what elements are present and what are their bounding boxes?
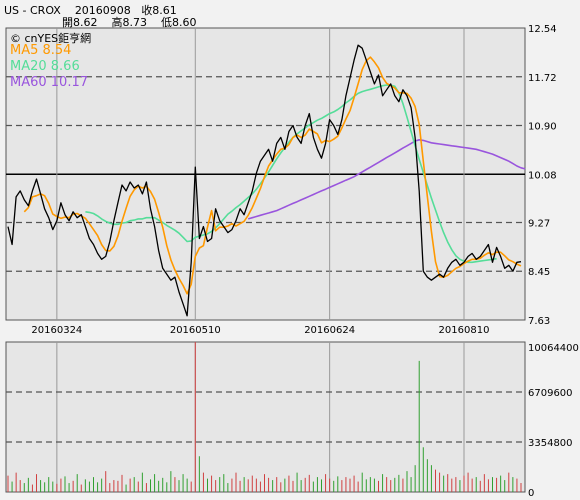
price-y-tick-label: 9.27 bbox=[528, 218, 550, 229]
price-y-tick-label: 10.90 bbox=[528, 122, 557, 133]
x-tick-label: 20160510 bbox=[170, 325, 221, 336]
quote-date: 20160908 bbox=[74, 4, 131, 17]
price-y-tick-label: 11.72 bbox=[528, 73, 557, 84]
ma60-line bbox=[247, 139, 526, 220]
volume-panel bbox=[5, 341, 526, 493]
volume-y-axis-labels: 10064400 6709600 3354800 0 bbox=[528, 343, 579, 499]
price-y-tick-label: 12.54 bbox=[528, 24, 557, 35]
open-price: 開8.62 bbox=[62, 16, 98, 29]
close-price: 收8.61 bbox=[141, 4, 177, 17]
brand-label: © cnYES鉅亨網 bbox=[10, 32, 92, 45]
x-tick-label: 20160624 bbox=[304, 325, 355, 336]
header-line-2: 開8.62 高8.73 低8.60 bbox=[62, 14, 197, 30]
price-y-axis-labels: 12.54 11.72 10.90 10.08 9.27 8.45 7.63 bbox=[528, 24, 557, 327]
volume-bars bbox=[7, 342, 522, 492]
volume-y-tick-label: 10064400 bbox=[528, 343, 579, 354]
x-tick-label: 20160324 bbox=[31, 325, 82, 336]
volume-y-tick-label: 0 bbox=[528, 488, 534, 499]
legend-ma20: MA20 8.66 bbox=[10, 59, 80, 74]
legend-ma60: MA60 10.17 bbox=[10, 75, 88, 90]
price-y-tick-label: 7.63 bbox=[528, 316, 550, 327]
x-tick-label: 20160810 bbox=[439, 325, 490, 336]
volume-y-tick-label: 3354800 bbox=[528, 438, 573, 449]
volume-y-tick-label: 6709600 bbox=[528, 388, 573, 399]
symbol: US - CROX bbox=[4, 4, 61, 17]
low-price: 低8.60 bbox=[161, 16, 197, 29]
price-y-tick-label: 10.08 bbox=[528, 170, 557, 181]
volume-grid bbox=[6, 391, 525, 443]
close-line bbox=[7, 44, 522, 317]
legend-ma5: MA5 8.54 bbox=[10, 43, 72, 58]
high-price: 高8.73 bbox=[111, 16, 148, 29]
price-y-tick-label: 8.45 bbox=[528, 267, 550, 278]
price-lines bbox=[7, 44, 526, 317]
header-line-1: US - CROX 20160908 收8.61 bbox=[4, 2, 177, 18]
x-axis-labels: 20160324 20160510 20160624 20160810 bbox=[31, 325, 489, 336]
